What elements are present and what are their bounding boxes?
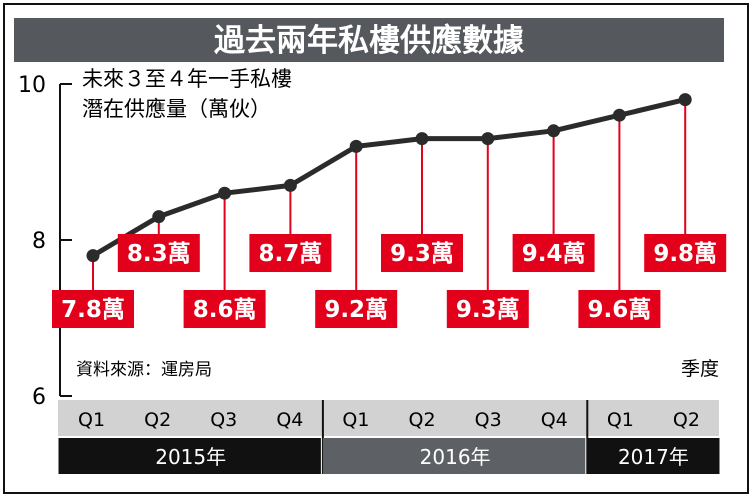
title-bar [14, 18, 724, 62]
year-band [58, 438, 321, 474]
data-label: 9.3萬 [390, 241, 454, 267]
chart-title: 過去兩年私樓供應數據 [214, 23, 525, 59]
data-point [349, 139, 363, 153]
data-label: 8.7萬 [259, 241, 323, 267]
data-label-box [183, 290, 266, 328]
x-tick-label: Q4 [541, 409, 568, 431]
year-label: 2015年 [155, 445, 226, 469]
y-tick-label: 8 [32, 229, 46, 254]
data-point [415, 132, 429, 146]
source-note: 資料來源：運房局 [76, 360, 212, 380]
x-axis-title: 季度 [681, 358, 719, 380]
x-tick-label: Q3 [210, 409, 237, 431]
series-line [90, 97, 688, 259]
x-tick-label: Q4 [276, 409, 303, 431]
value-stems [92, 99, 687, 309]
data-label: 7.8萬 [61, 297, 125, 323]
data-label: 9.4萬 [522, 241, 586, 267]
data-point [481, 132, 495, 146]
data-point [283, 178, 297, 192]
data-label-box [578, 290, 661, 328]
x-axis-tick-labels: Q1 Q2 Q3 Q4 Q1 Q2 Q3 Q4 Q1 Q2 [78, 400, 700, 474]
year-label: 2016年 [420, 445, 491, 469]
x-tick-label: Q3 [475, 409, 502, 431]
data-label-box [512, 234, 595, 272]
chart-subtitle-line-2: 潛在供應量（萬伙） [82, 97, 271, 121]
data-label-box [249, 234, 332, 272]
data-label: 9.2萬 [324, 297, 388, 323]
y-tick-label: 10 [18, 73, 46, 98]
data-points [86, 93, 692, 263]
year-band [322, 438, 586, 474]
data-label-box [644, 234, 727, 272]
y-axis-ticks: 6 8 10 [18, 73, 72, 410]
data-label-box [381, 234, 463, 272]
data-point [612, 108, 626, 122]
data-point [678, 93, 692, 107]
data-label: 8.6萬 [193, 297, 257, 323]
data-point [547, 124, 561, 138]
chart-frame [3, 3, 749, 494]
year-label: 2017年 [618, 445, 689, 469]
x-tick-label: Q1 [342, 409, 369, 431]
data-label: 9.8萬 [653, 241, 717, 267]
x-tick-label: Q1 [607, 409, 634, 431]
data-label-box [446, 290, 529, 328]
data-point [86, 249, 100, 263]
x-tick-label: Q2 [673, 409, 700, 431]
data-label: 9.6萬 [588, 297, 652, 323]
x-tick-label: Q1 [78, 409, 105, 431]
data-label: 8.3萬 [127, 241, 191, 267]
x-tick-label: Q2 [409, 409, 436, 431]
data-labels: 7.8萬 8.3萬 8.6萬 8.7萬 9.2萬 9.3萬 9.3萬 9.4萬 9.6萬 9.8萬 [52, 234, 727, 328]
y-tick-label: 6 [32, 385, 46, 410]
x-tick-label: Q2 [144, 409, 171, 431]
data-point [218, 186, 232, 200]
data-point [152, 210, 166, 224]
year-bands: 2015年 2016年 2017年 [58, 438, 720, 474]
quarter-band [58, 400, 719, 436]
chart-subtitle-line-1: 未來３至４年一手私樓 [82, 67, 292, 91]
data-label-box [315, 290, 398, 328]
data-label-box [52, 290, 134, 328]
year-band [587, 438, 720, 474]
data-label: 9.3萬 [456, 297, 520, 323]
data-label-box [117, 234, 200, 272]
